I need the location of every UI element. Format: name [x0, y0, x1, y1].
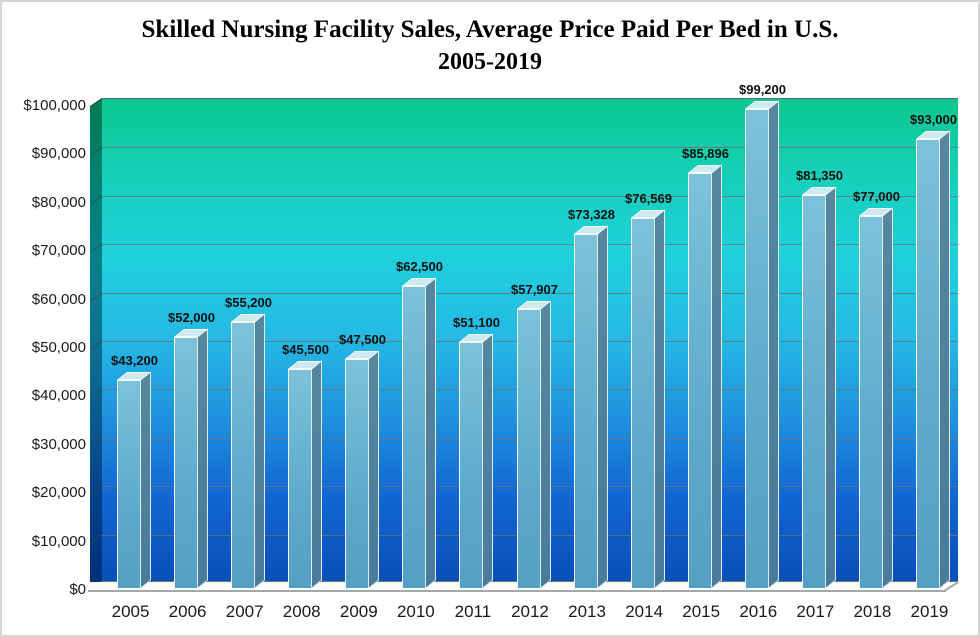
bar-front-face — [688, 173, 712, 589]
bar-side-face — [654, 209, 665, 589]
y-tick-label: $20,000 — [31, 484, 86, 502]
side-gridline — [90, 292, 102, 302]
y-tick-label: $40,000 — [31, 387, 86, 405]
bar-value-label: $99,200 — [739, 82, 786, 97]
bar-front-face — [288, 369, 312, 589]
bar-value-label: $55,200 — [225, 295, 272, 310]
bar-front-face — [402, 286, 426, 589]
y-tick-label: $30,000 — [31, 435, 86, 453]
y-tick-label: $10,000 — [31, 532, 86, 550]
x-tick-label: 2009 — [339, 602, 378, 621]
bar-side-face — [825, 186, 836, 589]
bar-side-face — [939, 130, 950, 589]
bar-front-face — [517, 309, 541, 589]
bar-side-face — [482, 333, 493, 589]
side-gridline — [90, 195, 102, 205]
bar-value-label: $62,500 — [396, 259, 443, 274]
x-tick-label: 2017 — [796, 602, 835, 621]
bar-value-label: $93,000 — [910, 112, 957, 127]
x-tick-label: 2010 — [396, 602, 435, 621]
y-tick-label: $50,000 — [31, 339, 86, 356]
x-tick-label: 2006 — [168, 602, 207, 621]
y-tick-label: $0 — [69, 581, 86, 598]
x-tick-label: 2014 — [625, 602, 664, 621]
bar-side-face — [882, 207, 893, 589]
bar-value-label: $76,569 — [625, 191, 672, 206]
side-gridline — [90, 389, 102, 399]
side-gridline — [90, 244, 102, 254]
bar-front-face — [117, 380, 141, 589]
x-tick-label: 2013 — [568, 602, 606, 621]
x-tick-label: 2005 — [111, 602, 150, 621]
title-block: Skilled Nursing Facility Sales, Average … — [2, 14, 978, 77]
bar-value-label: $52,000 — [168, 310, 215, 325]
x-tick-label: 2008 — [282, 602, 321, 621]
y-tick-label: $100,000 — [23, 97, 86, 114]
bar-front-face — [174, 337, 198, 589]
bar-side-face — [368, 350, 379, 589]
x-tick-label: 2018 — [853, 602, 892, 621]
bar-front-face — [231, 322, 255, 589]
bar-value-label: $57,907 — [511, 282, 558, 297]
side-gridline — [90, 486, 102, 496]
bar-side-face — [197, 328, 208, 589]
bar-value-label: $85,896 — [682, 146, 729, 161]
gridline — [102, 147, 958, 149]
bar-front-face — [859, 216, 883, 589]
side-gridline — [90, 437, 102, 447]
bar-front-face — [574, 234, 598, 589]
bar-side-face — [711, 164, 722, 589]
y-tick-label: $90,000 — [31, 145, 86, 163]
x-tick-label: 2016 — [739, 602, 778, 621]
side-gridline — [90, 341, 102, 350]
bar-value-label: $77,000 — [853, 189, 900, 204]
bar-front-face — [345, 359, 369, 589]
x-tick-label: 2015 — [682, 602, 721, 621]
bar-value-label: $51,100 — [453, 315, 500, 330]
y-tick-label: $60,000 — [31, 290, 86, 308]
y-tick-label: $70,000 — [31, 242, 86, 260]
chart-subtitle: 2005-2019 — [438, 48, 542, 75]
chart-title: Skilled Nursing Facility Sales, Average … — [141, 16, 839, 43]
gridline — [102, 244, 958, 246]
bar-side-face — [540, 300, 551, 589]
bar-value-label: $43,200 — [111, 353, 158, 368]
x-tick-label: 2007 — [225, 602, 264, 621]
bar-value-label: $47,500 — [339, 332, 386, 347]
y-tick-label: $80,000 — [31, 193, 86, 211]
bar-front-face — [916, 139, 940, 589]
bar-value-label: $81,350 — [796, 168, 843, 183]
left-wall-3d — [90, 98, 102, 590]
side-gridline — [90, 147, 102, 157]
side-gridline — [90, 534, 102, 544]
bar-front-face — [802, 195, 826, 589]
x-tick-label: 2019 — [910, 602, 949, 621]
gridline — [102, 292, 958, 294]
x-tick-label: 2012 — [511, 602, 549, 621]
x-tick-label: 2011 — [454, 602, 492, 621]
bar-side-face — [597, 225, 608, 589]
bar-side-face — [140, 371, 151, 589]
bar-front-face — [459, 342, 483, 589]
bar-front-face — [745, 109, 769, 589]
bar-front-face — [631, 218, 655, 589]
bar-side-face — [311, 360, 322, 589]
gridline — [102, 195, 958, 197]
x-axis-line — [88, 590, 946, 592]
bar-value-label: $45,500 — [282, 342, 329, 357]
bar-value-label: $73,328 — [568, 207, 615, 222]
